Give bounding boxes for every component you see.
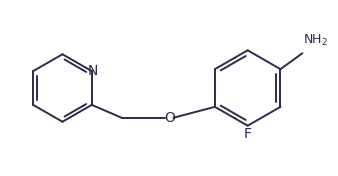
Text: O: O xyxy=(164,111,175,125)
Text: N: N xyxy=(88,64,98,78)
Text: F: F xyxy=(244,127,252,141)
Text: NH$_2$: NH$_2$ xyxy=(303,33,328,48)
